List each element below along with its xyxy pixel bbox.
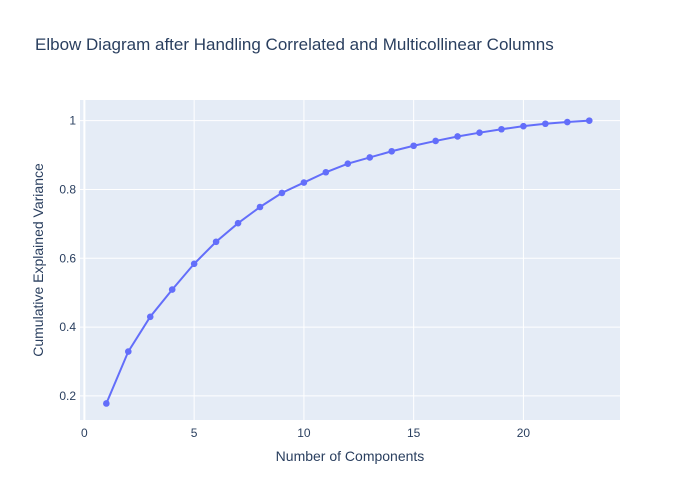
data-point[interactable] (322, 168, 330, 176)
data-point[interactable] (564, 118, 571, 126)
x-axis-title: Number of Components (276, 448, 425, 464)
data-point[interactable] (344, 160, 352, 167)
y-tick-label: 0.8 (59, 182, 76, 196)
data-point[interactable] (454, 133, 461, 140)
data-point[interactable] (498, 125, 505, 133)
y-tick-label: 0.4 (59, 320, 76, 334)
data-point[interactable] (585, 117, 593, 124)
data-point[interactable] (278, 189, 286, 197)
data-point[interactable] (520, 122, 527, 130)
data-point[interactable] (146, 313, 154, 321)
data-point[interactable] (256, 203, 264, 211)
x-tick-label: 15 (407, 426, 421, 440)
data-point[interactable] (300, 179, 308, 186)
tick-labels: 0 5 10 15 20 0.2 0.4 0.6 0.8 1 (59, 114, 530, 440)
data-point[interactable] (124, 348, 132, 355)
x-tick-label: 0 (81, 426, 88, 440)
data-point[interactable] (234, 219, 242, 227)
data-point[interactable] (432, 137, 439, 145)
data-point[interactable] (366, 154, 374, 161)
grid-lines (80, 100, 620, 420)
y-tick-label: 0.6 (59, 251, 76, 265)
data-point[interactable] (212, 238, 220, 246)
data-points (103, 117, 593, 407)
y-tick-label: 1 (69, 114, 76, 128)
plot-area (80, 100, 620, 420)
data-point[interactable] (190, 260, 198, 268)
x-tick-label: 5 (191, 426, 198, 440)
x-tick-label: 10 (297, 426, 311, 440)
chart-title: Elbow Diagram after Handling Correlated … (35, 35, 554, 54)
data-point[interactable] (388, 147, 396, 155)
data-point[interactable] (103, 400, 110, 407)
y-tick-label: 0.2 (59, 389, 76, 403)
data-point[interactable] (168, 286, 176, 293)
data-point[interactable] (542, 120, 549, 128)
data-point[interactable] (476, 129, 483, 136)
y-axis-title: Cumulative Explained Variance (30, 163, 46, 357)
data-point[interactable] (410, 142, 417, 150)
x-tick-label: 20 (517, 426, 531, 440)
